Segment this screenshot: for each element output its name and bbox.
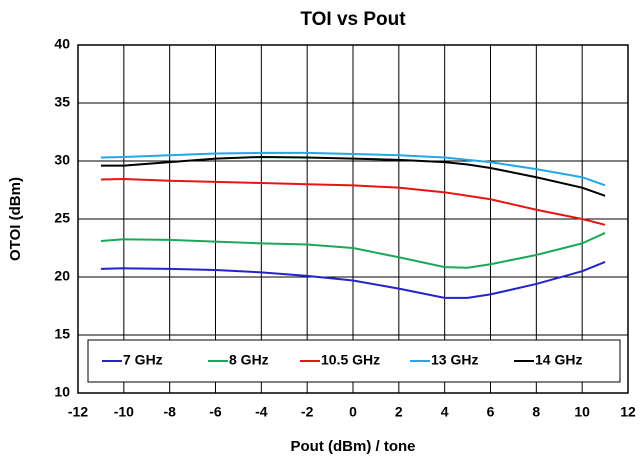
x-axis-label: Pout (dBm) / tone — [291, 438, 416, 455]
x-tick-label: -12 — [68, 404, 88, 420]
legend-label: 10.5 GHz — [321, 352, 380, 368]
y-tick-label: 35 — [54, 94, 70, 110]
legend-label: 8 GHz — [229, 352, 269, 368]
x-tick-label: -6 — [209, 404, 222, 420]
y-tick-label: 15 — [54, 326, 70, 342]
y-tick-label: 40 — [54, 36, 70, 52]
x-tick-label: -10 — [114, 404, 134, 420]
x-tick-label: 12 — [620, 404, 636, 420]
x-tick-label: 4 — [441, 404, 449, 420]
legend-label: 7 GHz — [123, 352, 163, 368]
x-tick-label: -8 — [163, 404, 176, 420]
x-tick-label: 8 — [532, 404, 540, 420]
x-tick-label: 10 — [574, 404, 590, 420]
y-tick-label: 25 — [54, 210, 70, 226]
y-tick-label: 30 — [54, 152, 70, 168]
y-axis-label: OTOI (dBm) — [7, 177, 24, 261]
series-line — [100, 177, 606, 226]
y-tick-label: 10 — [54, 384, 70, 400]
series-line — [100, 232, 606, 269]
legend-label: 13 GHz — [431, 352, 478, 368]
x-tick-label: 2 — [395, 404, 403, 420]
x-tick-label: 0 — [349, 404, 357, 420]
x-tick-label: 6 — [487, 404, 495, 420]
series-line — [100, 260, 606, 299]
legend-label: 14 GHz — [535, 352, 582, 368]
plot-border — [77, 44, 629, 394]
x-tick-label: -4 — [255, 404, 268, 420]
chart-title: TOI vs Pout — [300, 9, 406, 30]
series-line — [100, 151, 606, 187]
series-line — [100, 155, 606, 197]
y-tick-label: 20 — [54, 268, 70, 284]
x-tick-label: -2 — [301, 404, 314, 420]
